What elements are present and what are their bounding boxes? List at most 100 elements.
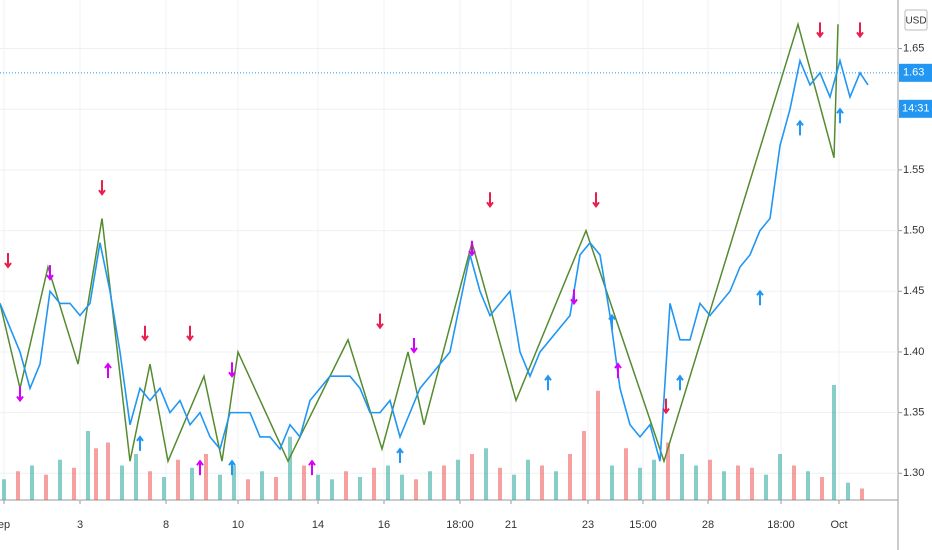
volume-bar	[846, 482, 850, 500]
signal-arrow	[98, 180, 106, 196]
volume-bar	[806, 471, 810, 500]
volume-bar	[72, 467, 76, 500]
volume-bar	[30, 465, 34, 500]
x-tick-label: 8	[163, 519, 169, 531]
volume-bar	[94, 448, 98, 500]
volume-bar	[162, 477, 166, 500]
volume-bar	[302, 465, 306, 500]
volume-bar	[358, 477, 362, 500]
volume-bar	[344, 471, 348, 500]
currency-box[interactable]	[904, 9, 928, 31]
volume-bar	[414, 479, 418, 500]
price-line	[0, 57, 869, 462]
volume-bar	[386, 465, 390, 500]
volume-bar	[120, 465, 124, 500]
x-tick-label: 18:00	[446, 519, 474, 531]
signal-arrow	[756, 289, 764, 306]
volume-bar	[512, 474, 516, 500]
currency: USD	[905, 16, 926, 27]
signal-arrow	[856, 22, 864, 39]
x-tick-label: 28	[702, 519, 714, 531]
volume-bar	[736, 465, 740, 500]
volume-bar	[540, 465, 544, 500]
signal-arrow	[836, 107, 844, 124]
signal-arrow	[816, 22, 824, 39]
volume-bar	[260, 471, 264, 500]
volume-bar	[792, 465, 796, 500]
y-tick-label: 1.50	[903, 224, 924, 236]
y-tick-label: 1.35	[903, 407, 924, 419]
y-tick-label: 1.65	[903, 42, 924, 54]
volume-bar	[832, 385, 836, 500]
volume-bar	[568, 454, 572, 500]
volume-bar	[86, 431, 90, 500]
volume-bar	[274, 477, 278, 500]
signal-arrow	[104, 362, 112, 379]
signal-arrow	[796, 119, 804, 136]
signal-arrow	[228, 362, 236, 378]
signal-arrow	[662, 398, 670, 415]
volume-bar	[330, 479, 334, 500]
volume-bar	[134, 454, 138, 500]
volume-bar	[708, 459, 712, 500]
x-tick-label: 16	[378, 519, 390, 531]
x-tick-label: 14	[312, 519, 324, 531]
volume-bar	[680, 454, 684, 500]
volume-bar	[16, 471, 20, 500]
volume-bar	[638, 467, 642, 500]
signal-arrow	[186, 325, 194, 342]
volume-bar	[764, 474, 768, 500]
signal-arrow	[592, 192, 600, 208]
volume-bar	[666, 442, 670, 500]
volume-bar	[456, 459, 460, 500]
volume-bar	[106, 442, 110, 500]
x-tick-label: Oct	[830, 519, 847, 531]
y-tick-label: 1.55	[903, 164, 924, 176]
signal-arrow	[196, 459, 204, 476]
x-tick-label: 18:00	[767, 519, 795, 531]
volume-bar	[316, 474, 320, 500]
signal-arrow	[141, 325, 149, 342]
grid	[0, 0, 898, 500]
volume-bar	[526, 459, 530, 500]
volume-bar	[820, 477, 824, 500]
signal-arrow	[608, 313, 616, 330]
volume-bar	[722, 471, 726, 500]
volume-bar	[58, 459, 62, 500]
volume-bar	[190, 467, 194, 500]
volume-bar	[428, 471, 432, 500]
signal-arrow	[544, 374, 552, 391]
volume-bar	[470, 454, 474, 500]
volume-bar	[148, 471, 152, 500]
x-tick-label: ep	[0, 519, 10, 531]
volume-bar	[400, 474, 404, 500]
volume-bar	[610, 465, 614, 500]
signal-arrow	[468, 240, 476, 257]
volume-bar	[554, 471, 558, 500]
x-tick-label: 3	[77, 519, 83, 531]
volume-bar	[246, 479, 250, 500]
price-line	[0, 21, 839, 464]
volume-bar	[694, 465, 698, 500]
last-price-label: 1.63	[903, 67, 924, 79]
signal-arrow	[228, 459, 236, 476]
signal-arrow	[4, 252, 12, 269]
volume-bar	[288, 436, 292, 500]
volume-bar	[860, 488, 864, 500]
countdown-box	[899, 99, 932, 118]
volume-bar	[778, 454, 782, 500]
volume-bar	[442, 465, 446, 500]
volume-bar	[498, 467, 502, 500]
signal-arrow	[16, 386, 24, 403]
signal-arrow	[136, 435, 144, 451]
volume-bar	[624, 448, 628, 500]
y-tick-label: 1.45	[903, 285, 924, 297]
x-tick-label: 23	[582, 519, 594, 531]
x-tick-label: 10	[232, 519, 244, 531]
signal-arrow	[396, 447, 404, 464]
volume-bar	[176, 459, 180, 500]
volume-bar	[652, 459, 656, 500]
y-tick-label: 1.30	[903, 467, 924, 479]
volume-bar	[484, 448, 488, 500]
